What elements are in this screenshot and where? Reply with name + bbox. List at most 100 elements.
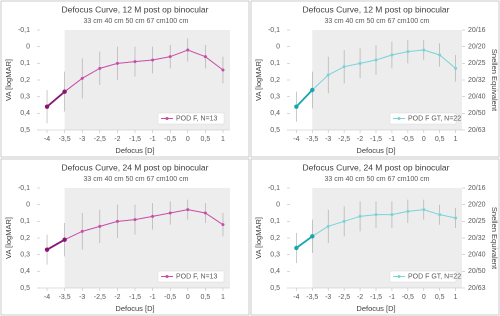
chart-title: Defocus Curve, 12 M post op binocular (303, 4, 450, 14)
data-point (374, 58, 378, 62)
x-tick-label: 0 (422, 294, 426, 301)
legend-label: POD F GT, N=22 (408, 116, 461, 123)
data-point (80, 229, 84, 233)
x-tick-label: 0,5 (201, 136, 211, 143)
data-point (203, 55, 207, 59)
y-axis-title: VA [logMAR] (4, 217, 13, 259)
data-point (221, 223, 225, 227)
x-tick-label: -1 (149, 294, 155, 301)
y-tick-label: 0,3 (270, 94, 280, 101)
legend-box (389, 112, 457, 125)
y-tick-label: 0,2 (20, 235, 30, 242)
y-tick-label: 0,5 (20, 285, 30, 292)
y2-tick-label: 20/40 (468, 252, 486, 259)
x-tick-label: 0 (186, 294, 190, 301)
x-tick-label: -1,5 (129, 294, 141, 301)
x-tick-label: -2 (357, 136, 363, 143)
x-tick-label: -3,5 (306, 294, 318, 301)
x-tick-label: -2,5 (338, 136, 350, 143)
y2-tick-label: 20/32 (468, 235, 486, 242)
y2-tick-label: 20/16 (468, 27, 486, 34)
data-point (438, 53, 442, 57)
distance-label: 100 cm (166, 176, 189, 183)
x-tick-label: -3 (325, 294, 331, 301)
x-tick-label: -2 (357, 294, 363, 301)
data-point (406, 209, 410, 213)
data-point (133, 60, 137, 64)
distance-label: 33 cm (83, 176, 102, 183)
legend-marker (165, 117, 169, 120)
distance-label: 50 cm (366, 176, 385, 183)
y2-axis-title: Snellen Equivalent (490, 207, 499, 270)
chart-title: Defocus Curve, 12 M post op binocular (62, 4, 209, 14)
y-tick-label: 0,2 (270, 77, 280, 84)
x-axis-title: Defocus [D] (115, 146, 154, 155)
data-point (221, 68, 225, 72)
x-tick-label: -4 (44, 294, 50, 301)
x-tick-label: 0,5 (435, 294, 445, 301)
series-line-highlight (295, 89, 313, 108)
x-tick-label: 0 (422, 136, 426, 143)
distance-label: 50 cm (125, 176, 144, 183)
data-point (326, 73, 330, 77)
y-tick-label: 0 (26, 202, 30, 209)
y2-tick-label: 20/25 (468, 218, 486, 225)
data-point (151, 214, 155, 218)
x-tick-label: -1 (389, 294, 395, 301)
x-tick-label: -2,5 (94, 294, 106, 301)
legend-box (389, 270, 457, 283)
data-point (186, 208, 190, 212)
data-point (294, 104, 299, 109)
y2-tick-label: 20/63 (468, 285, 486, 292)
chart-panel: Defocus Curve, 24 M post op binocular 33 … (250, 158, 500, 316)
data-point (326, 224, 330, 228)
chart-title: Defocus Curve, 24 M post op binocular (303, 162, 450, 172)
distance-label: 100 cm (166, 18, 189, 25)
distance-label: 40 cm (345, 176, 364, 183)
data-point (203, 211, 207, 215)
distance-label: 100 cm (407, 176, 430, 183)
x-tick-label: 0,5 (435, 136, 445, 143)
y2-tick-label: 20/20 (468, 202, 486, 209)
y-tick-label: -0,1 (18, 185, 30, 192)
x-tick-label: -1 (389, 136, 395, 143)
y-tick-label: 0,3 (270, 252, 280, 259)
distance-label: 67 cm (387, 176, 406, 183)
y2-tick-label: 20/20 (468, 44, 486, 51)
x-tick-label: -3 (79, 136, 85, 143)
y-tick-label: 0,2 (20, 77, 30, 84)
y-tick-label: -0,1 (268, 27, 280, 34)
legend-marker (397, 117, 401, 120)
y2-tick-label: 20/32 (468, 77, 486, 84)
data-point (294, 245, 299, 251)
data-point (438, 213, 442, 217)
data-point (186, 48, 190, 52)
y-tick-label: 0,1 (270, 218, 280, 225)
distance-label: 40 cm (345, 18, 364, 25)
distance-label: 67 cm (387, 18, 406, 25)
x-tick-label: -2 (114, 136, 120, 143)
data-point (390, 53, 394, 57)
y-axis-title: VA [logMAR] (254, 59, 263, 101)
y-tick-label: 0,1 (20, 60, 30, 67)
y-tick-label: 0,4 (20, 268, 30, 275)
distance-label: 33 cm (83, 18, 102, 25)
x-tick-label: -2 (114, 294, 120, 301)
series-line-highlight (46, 90, 66, 108)
legend-label: POD F, N=13 (176, 274, 218, 281)
y-tick-label: -0,1 (18, 27, 30, 34)
y-tick-label: 0,1 (270, 60, 280, 67)
distance-label: 40 cm (104, 176, 123, 183)
series-line-highlight (46, 238, 66, 251)
data-point (115, 219, 119, 223)
x-tick-label: 1 (221, 294, 225, 301)
data-point (358, 214, 362, 218)
y-tick-label: 0,5 (20, 127, 30, 134)
distance-label: 40 cm (104, 18, 123, 25)
x-tick-label: -3,5 (306, 136, 318, 143)
x-tick-label: -3,5 (59, 294, 71, 301)
y-axis-title: VA [logMAR] (254, 217, 263, 259)
data-point (342, 219, 346, 223)
data-point (422, 48, 426, 52)
